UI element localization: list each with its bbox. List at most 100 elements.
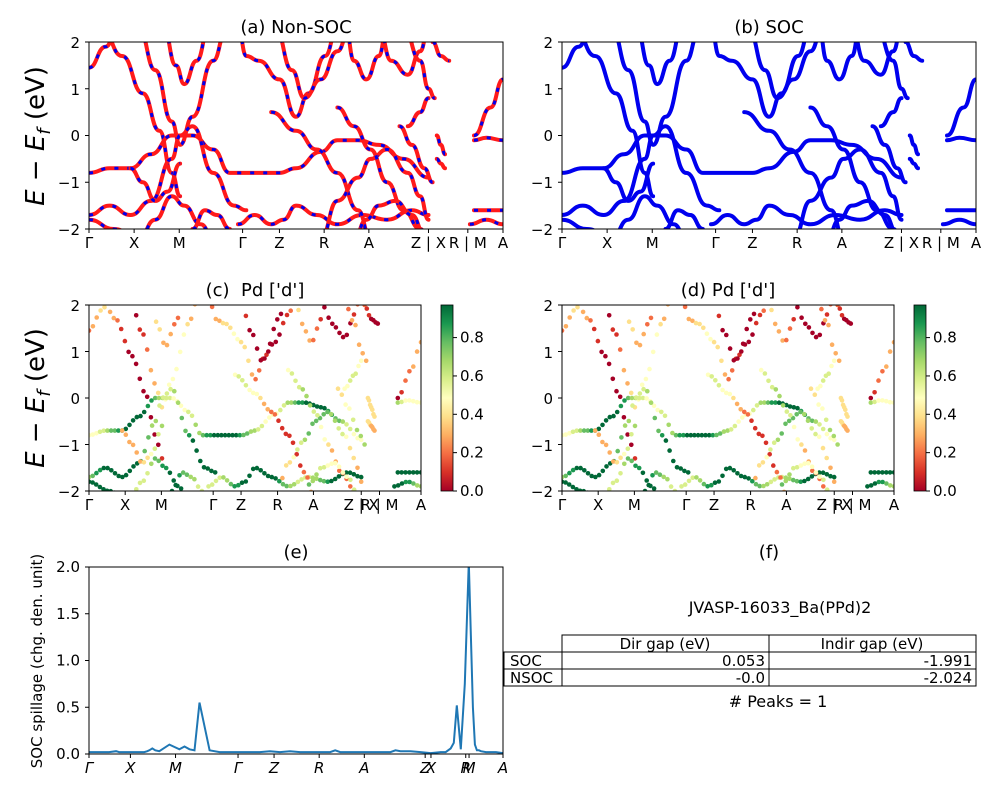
projection-dot (884, 470, 889, 475)
projection-dot (745, 412, 751, 417)
projection-dot (682, 482, 688, 487)
projection-dot (868, 400, 874, 405)
projection-dot (835, 442, 840, 447)
projection-dot (104, 488, 110, 491)
projection-dot (283, 463, 289, 468)
projection-dot (134, 487, 139, 491)
x-tick-label: Z | X (817, 496, 852, 514)
gap-table: Dir gap (eV) Indir gap (eV) SOC 0.053 -1… (503, 634, 977, 687)
projection-dot (625, 395, 631, 401)
projection-dot (280, 481, 286, 487)
projection-dot (831, 474, 837, 480)
projection-dot (418, 470, 421, 475)
nsoc-band-line (89, 217, 123, 229)
projection-dot (208, 432, 213, 438)
colorbar-tick-label: 0.6 (460, 367, 484, 385)
projection-dot (141, 388, 146, 394)
projection-dot (819, 306, 824, 312)
panel-e-ytick: 0.0 (56, 745, 80, 763)
projection-dot (407, 479, 412, 485)
projection-dot (779, 482, 785, 487)
projection-dot (868, 483, 874, 488)
projection-dot (695, 432, 701, 438)
projection-dot (160, 395, 166, 400)
projection-dot (254, 465, 260, 471)
projection-dot (241, 432, 246, 438)
projection-dot (174, 366, 179, 372)
nsoc-band-line (397, 124, 435, 185)
table-row-label-nsoc: NSOC (510, 669, 553, 687)
projection-dot (359, 289, 364, 294)
projection-dot (769, 400, 774, 405)
projection-dot (326, 442, 331, 447)
projection-dot (728, 427, 734, 432)
projection-dot (181, 332, 187, 337)
projection-dot (142, 448, 147, 454)
projection-dot (604, 464, 609, 469)
projection-dot (809, 426, 814, 431)
projection-dot (641, 331, 646, 337)
projection-dot (731, 358, 737, 363)
projection-dot (175, 400, 181, 406)
x-tick-label: A (781, 496, 792, 514)
projection-dot (618, 403, 624, 409)
projection-dot (817, 332, 823, 338)
projection-dot (757, 483, 762, 489)
projection-dot (326, 315, 331, 321)
projection-dot (751, 407, 756, 413)
projection-dot (213, 478, 219, 484)
projection-dot (803, 321, 808, 327)
projection-dot (802, 461, 807, 467)
ylabel-middle: E − Ef (eV) (21, 328, 55, 468)
projection-dot (294, 452, 300, 457)
projection-dot (760, 433, 765, 439)
projection-dot (138, 459, 143, 464)
projection-dot (258, 395, 263, 401)
projection-dot (240, 378, 245, 383)
projection-dot (600, 289, 605, 294)
projection-dot (149, 398, 154, 403)
projection-dot (753, 320, 759, 326)
projection-dot (865, 484, 870, 489)
x-tick-label: Γ (558, 234, 567, 252)
projection-dot (332, 476, 338, 482)
projection-dot (271, 326, 277, 332)
projection-dot (356, 342, 362, 348)
x-tick-label: A (416, 496, 427, 514)
projection-dot (764, 454, 769, 460)
soc-overlay-dash (144, 42, 223, 147)
projection-dot (237, 432, 243, 438)
projection-dot (185, 321, 190, 327)
projection-dot (153, 418, 159, 424)
colorbar-tick-label: 0.6 (933, 367, 957, 385)
projection-dot (288, 308, 294, 314)
projection-dot (130, 418, 136, 423)
projection-dot (787, 476, 792, 482)
panel-f-title: (f) (759, 542, 779, 563)
projection-dot (783, 475, 789, 481)
x-tick-label: R (745, 496, 755, 514)
projection-dot (236, 482, 241, 488)
projection-dot (661, 316, 667, 322)
projection-dot (333, 460, 338, 466)
projection-dot (643, 376, 649, 382)
projection-dot (362, 442, 367, 447)
projection-dot (784, 409, 790, 414)
panel-e-ytick: 0.5 (56, 698, 80, 716)
projection-dot (344, 422, 349, 427)
soc-overlay-dash (129, 162, 181, 203)
projection-dot (217, 318, 222, 324)
projection-dot (563, 432, 568, 437)
projection-dot (636, 465, 642, 471)
projection-dot (299, 498, 304, 503)
projection-dot (340, 431, 345, 437)
projection-dot (156, 458, 161, 464)
projection-dot (809, 418, 815, 424)
projection-dot (645, 388, 650, 394)
projection-dot (344, 474, 349, 480)
panel-b-ytick: −1 (531, 174, 553, 192)
projection-dot (672, 488, 678, 491)
colorbar-tick-label: 0.4 (933, 405, 957, 423)
projection-dot (648, 400, 654, 406)
